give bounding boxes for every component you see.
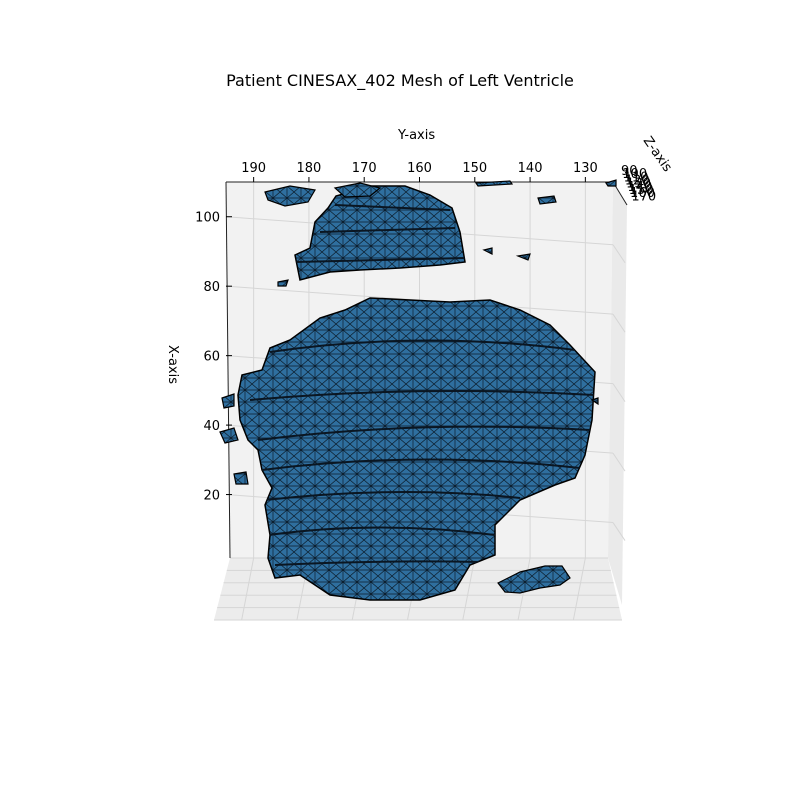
y-tick-label: 140 xyxy=(518,161,543,176)
y-tick-label: 180 xyxy=(297,161,322,176)
y-axis-ticks: 190 180 170 160 150 140 130 xyxy=(241,161,598,182)
z-tick-label: 130 xyxy=(626,177,651,192)
z-tick-label: 160 xyxy=(630,186,655,201)
z-tick-label: 100 xyxy=(622,167,647,182)
x-axis-label: X-axis xyxy=(165,345,180,384)
x-tick-label: 20 xyxy=(203,489,220,504)
z-tick-label: 140 xyxy=(627,180,652,195)
side-grid-line xyxy=(612,522,626,541)
x-tick-label: 100 xyxy=(195,211,220,226)
floor-grid-line xyxy=(462,557,476,621)
mesh-fragments xyxy=(219,179,617,594)
mesh-surface-upper xyxy=(294,185,466,281)
z-tick-label: 170 xyxy=(631,189,656,204)
z-tick-label: 110 xyxy=(624,170,649,185)
y-axis-label: Y-axis xyxy=(398,128,436,143)
x-tick-label: 60 xyxy=(203,350,220,365)
z-tick-label: 150 xyxy=(629,183,654,198)
floor-grid-line xyxy=(572,557,586,621)
chart-title: Patient CINESAX_402 Mesh of Left Ventric… xyxy=(226,71,574,90)
side-grid-line xyxy=(612,313,626,333)
side-grid-line xyxy=(612,244,626,264)
x-axis-ticks: 100 80 60 40 20 xyxy=(195,211,232,504)
y-tick-label: 190 xyxy=(241,161,266,176)
y-tick-label: 170 xyxy=(352,161,377,176)
side-grid-line xyxy=(612,452,626,472)
y-tick-label: 130 xyxy=(573,161,598,176)
mesh-surface-main xyxy=(237,297,596,601)
y-tick-label: 150 xyxy=(462,161,487,176)
right-pane xyxy=(608,182,627,605)
x-tick-label: 40 xyxy=(203,419,220,434)
x-tick-label: 80 xyxy=(203,280,220,295)
z-tick-label: 90 xyxy=(621,164,638,179)
side-grid-line xyxy=(612,383,626,402)
y-tick-label: 160 xyxy=(407,161,432,176)
z-tick-label: 120 xyxy=(625,174,650,189)
floor-grid-line xyxy=(241,557,255,621)
